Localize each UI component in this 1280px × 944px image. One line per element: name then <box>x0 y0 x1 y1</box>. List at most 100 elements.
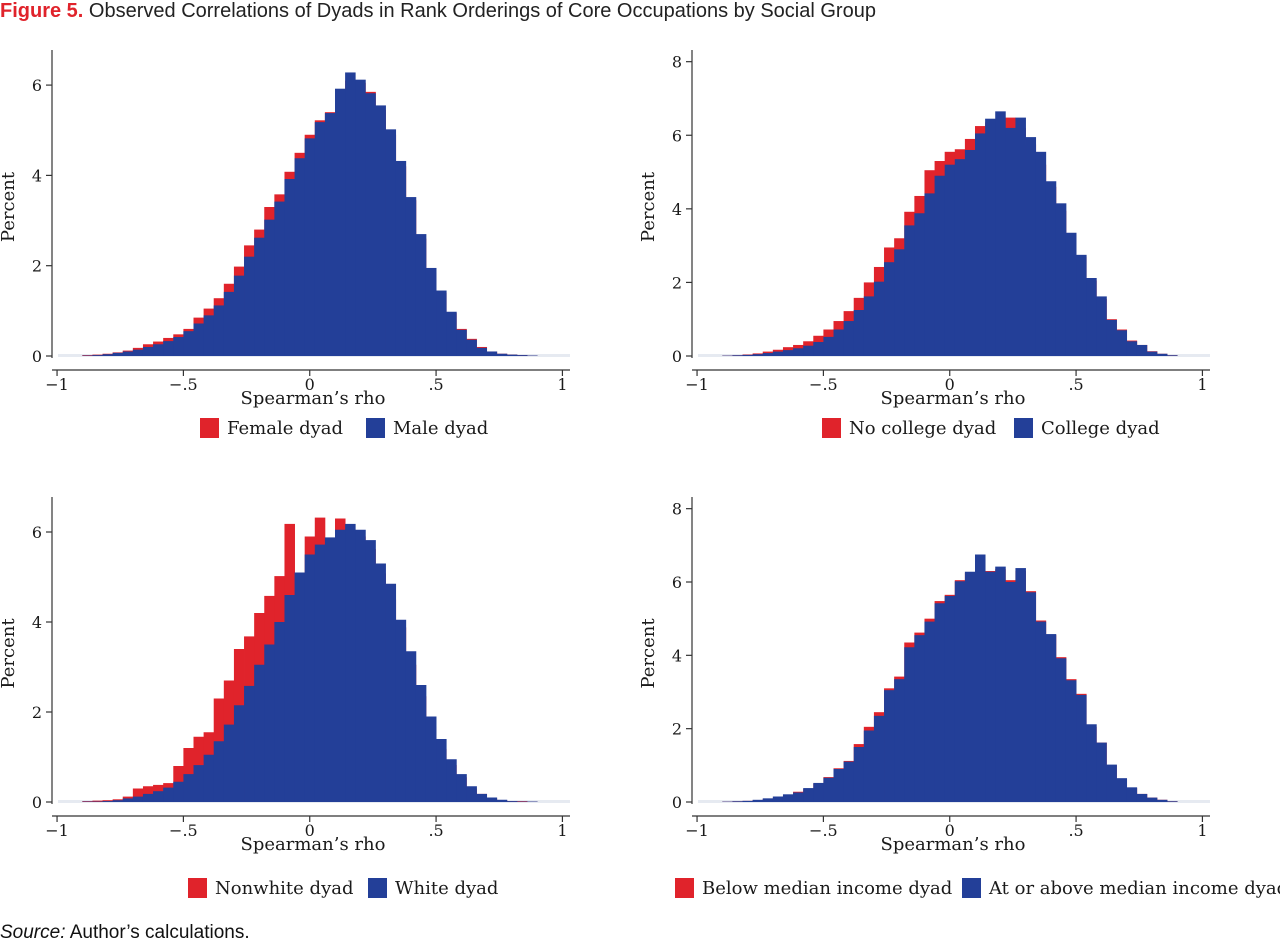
histogram-bar <box>415 685 427 802</box>
histogram-bar <box>833 769 845 802</box>
histogram-bar <box>274 201 285 356</box>
x-tick-label: 1 <box>557 375 567 394</box>
legend-label: At or above median income dyad <box>988 878 1280 899</box>
histogram-bar <box>894 249 905 356</box>
histogram-bar <box>102 801 114 802</box>
histogram-bar <box>1106 319 1117 356</box>
histogram-bar <box>813 342 824 356</box>
figure-title-text: Observed Correlations of Dyads in Rank O… <box>88 0 876 22</box>
x-axis-title: Spearman’s rho <box>241 388 386 409</box>
histogram-bar <box>1045 634 1057 802</box>
histogram-bar <box>934 603 946 802</box>
histogram-bar <box>843 321 855 356</box>
histogram-bar <box>732 355 743 356</box>
legend-label: College dyad <box>1041 418 1160 439</box>
histogram-bar <box>173 337 184 356</box>
histogram-bar <box>405 197 417 356</box>
histogram-bar <box>752 799 764 802</box>
histogram-bar <box>762 798 774 802</box>
histogram-bar <box>732 801 743 802</box>
legend-swatch <box>675 878 694 898</box>
histogram-bar <box>873 715 885 802</box>
histogram-bar <box>284 179 295 356</box>
histogram-bar <box>223 291 235 356</box>
y-tick-label: 6 <box>32 76 42 95</box>
legend-swatch <box>822 418 841 438</box>
histogram-bar <box>112 800 124 802</box>
histogram-bar <box>863 296 875 356</box>
histogram-bar <box>1025 592 1037 802</box>
histogram-bar <box>506 354 518 356</box>
histogram-bar <box>772 351 784 356</box>
histogram-bar <box>345 72 356 356</box>
histogram-bar <box>782 350 794 356</box>
histogram-bar <box>1086 724 1097 802</box>
y-axis-title: Percent <box>638 618 659 689</box>
histogram-bar <box>496 799 508 802</box>
histogram-bar <box>153 791 164 802</box>
histogram-bar <box>203 754 215 802</box>
figure-title: Figure 5. Observed Correlations of Dyads… <box>0 0 876 23</box>
x-axis-title: Spearman’s rho <box>881 834 1026 855</box>
histogram-bar <box>203 315 215 356</box>
histogram-bar <box>163 341 174 356</box>
y-tick-label: 2 <box>672 720 682 739</box>
histogram-bar <box>365 540 376 802</box>
x-tick-label: .5 <box>428 375 443 394</box>
histogram-bar <box>1005 127 1016 357</box>
histogram-bar <box>914 635 925 802</box>
histogram-bar <box>324 537 336 802</box>
y-tick-label: 2 <box>32 703 42 722</box>
x-tick-label: −1 <box>685 821 709 840</box>
histogram-bar <box>1167 801 1178 802</box>
histogram-bar <box>1156 353 1168 356</box>
histogram-bar <box>193 765 205 802</box>
chart-panel-4: 0 2 4 6 8 −1 −.5 0 .5 1 Spearman’s rho Percent Below… <box>638 497 1280 899</box>
histogram-bar <box>233 275 245 356</box>
series-2-bars <box>722 554 1178 802</box>
histogram-bar <box>863 730 875 802</box>
histogram-bar <box>1035 621 1047 802</box>
x-tick-label: −1 <box>45 375 69 394</box>
y-axis-title: Percent <box>0 618 19 689</box>
histogram-bar <box>456 329 467 356</box>
histogram-bar <box>486 351 498 356</box>
histogram-bar <box>466 786 477 802</box>
legend-label: Below median income dyad <box>702 878 952 899</box>
histogram-bar <box>213 741 225 802</box>
legend-label: Nonwhite dyad <box>215 878 354 899</box>
legend: Nonwhite dyad White dyad <box>188 878 498 899</box>
histogram-bar <box>1126 787 1138 802</box>
figure-label: Figure 5. <box>0 0 84 22</box>
histogram-bar <box>904 647 915 802</box>
y-axis-title: Percent <box>638 171 659 242</box>
histogram-bar <box>264 644 275 802</box>
histogram-bar <box>244 256 255 356</box>
chart-panel-1: 0 2 4 6 −1 −.5 0 .5 1 Spearman’s rho Percent Female… <box>0 50 570 439</box>
histogram-bar <box>284 595 295 802</box>
histogram-bar <box>274 622 285 802</box>
histogram-bar <box>324 113 336 356</box>
x-tick-label: 1 <box>557 821 567 840</box>
histogram-bar <box>345 523 356 802</box>
histogram-bar <box>1146 797 1158 802</box>
histogram-bar <box>975 133 986 356</box>
histogram-bar <box>1096 742 1107 802</box>
histogram-bar <box>102 354 114 356</box>
histogram-bar <box>142 793 154 802</box>
legend: No college dyad College dyad <box>822 418 1160 439</box>
histogram-bar <box>954 159 966 356</box>
histogram-bar <box>985 118 996 356</box>
histogram-bar <box>762 353 774 356</box>
histogram-bar <box>1136 793 1148 802</box>
histogram-bar <box>924 193 935 356</box>
histogram-bar <box>132 349 144 356</box>
y-tick-label: 0 <box>672 793 682 812</box>
histogram-bar <box>803 788 814 802</box>
histogram-bar <box>853 310 865 356</box>
x-tick-label: −.5 <box>169 375 198 394</box>
y-tick-label: 8 <box>672 53 682 72</box>
histogram-bar <box>335 529 346 802</box>
histogram-bar <box>813 782 824 802</box>
histogram-bar <box>1116 778 1128 802</box>
